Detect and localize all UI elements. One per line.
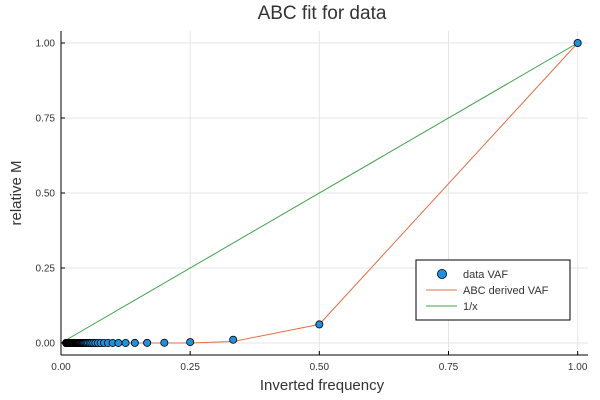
axes: 0.00 0.25 0.50 0.75 1.00 0.00 0.25 0.50 0.75 1.00: [36, 31, 588, 373]
data-point: [160, 338, 169, 347]
legend-label-2: 1/x: [463, 301, 478, 313]
y-axis-label: relative M: [8, 160, 25, 225]
legend-label-1: ABC derived VAF: [463, 285, 549, 297]
data-point: [315, 320, 324, 329]
plot-area: [60, 39, 582, 347]
data-point: [143, 338, 152, 347]
legend-label-0: data VAF: [463, 269, 508, 281]
x-tick-label: 0.00: [51, 362, 71, 373]
chart-title: ABC fit for data: [258, 3, 387, 24]
data-point: [114, 338, 123, 347]
x-axis-label: Inverted frequency: [260, 377, 385, 394]
x-tick-label: 0.50: [310, 362, 330, 373]
y-tick-label: 0.25: [36, 264, 56, 275]
data-point: [573, 39, 582, 48]
x-tick-label: 0.25: [180, 362, 200, 373]
legend-marker-0: [436, 268, 447, 279]
series-line-1-x: [60, 42, 578, 344]
y-tick-label: 0.75: [36, 114, 56, 125]
data-point: [130, 338, 139, 347]
y-tick-label: 0.50: [36, 189, 56, 200]
data-point: [229, 335, 238, 344]
y-tick-label: 1.00: [36, 39, 56, 50]
data-point: [186, 338, 195, 347]
x-tick-label: 1.00: [568, 362, 588, 373]
data-point: [121, 338, 130, 347]
x-tick-label: 0.75: [439, 362, 459, 373]
legend: data VAF ABC derived VAF 1/x: [415, 259, 571, 321]
y-tick-label: 0.00: [36, 339, 56, 350]
